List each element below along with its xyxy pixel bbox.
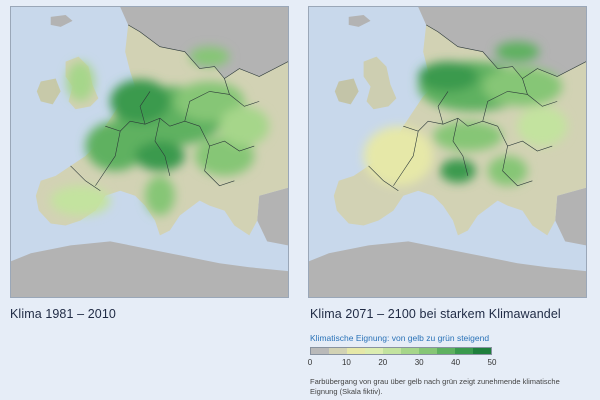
suitability-gradient — [50, 46, 270, 216]
map-caption-2071-2100: Klima 2071 – 2100 bei starkem Klimawande… — [310, 307, 561, 321]
europe-map-2071-2100 — [309, 7, 586, 297]
map-caption-1981-2010: Klima 1981 – 2010 — [10, 307, 116, 321]
iceland-land — [348, 14, 371, 27]
europe-map-1981-2010 — [11, 7, 288, 297]
legend-swatch — [311, 348, 329, 354]
legend-swatch — [383, 348, 401, 354]
legend-note: Farbübergang von grau über gelb nach grü… — [310, 377, 560, 396]
legend-swatch — [347, 348, 365, 354]
map-panel-1981-2010 — [10, 6, 289, 298]
turkey-land — [257, 187, 288, 246]
legend-swatch — [329, 348, 347, 354]
legend-tick-label: 0 — [307, 358, 313, 367]
legend-tick-label: 40 — [451, 358, 461, 367]
ireland-land — [36, 78, 61, 105]
legend-swatch — [455, 348, 473, 354]
map-panel-2071-2100 — [308, 6, 587, 298]
scandinavia-land — [120, 7, 288, 79]
suitability-gradient — [363, 41, 568, 186]
legend-swatch — [419, 348, 437, 354]
turkey-land — [555, 187, 586, 246]
scandinavia-land — [418, 7, 586, 79]
ireland-land — [334, 78, 359, 105]
legend-color-bar — [310, 347, 492, 355]
legend-tick-label: 10 — [341, 358, 351, 367]
north-africa-land — [309, 241, 586, 297]
legend-tick-label: 30 — [414, 358, 424, 367]
britain-land — [363, 56, 397, 110]
legend-swatch — [437, 348, 455, 354]
legend-swatch — [365, 348, 383, 354]
legend-ticks: 0 10 20 30 40 50 — [307, 358, 497, 370]
legend-swatch — [473, 348, 491, 354]
legend-tick-label: 50 — [487, 358, 497, 367]
country-borders — [368, 78, 558, 191]
legend-swatch — [401, 348, 419, 354]
country-borders — [70, 78, 260, 191]
iceland-land — [50, 14, 73, 27]
north-africa-land — [11, 241, 288, 297]
legend-title: Klimatische Eignung: von gelb zu grün st… — [310, 333, 490, 343]
legend-tick-label: 20 — [378, 358, 388, 367]
